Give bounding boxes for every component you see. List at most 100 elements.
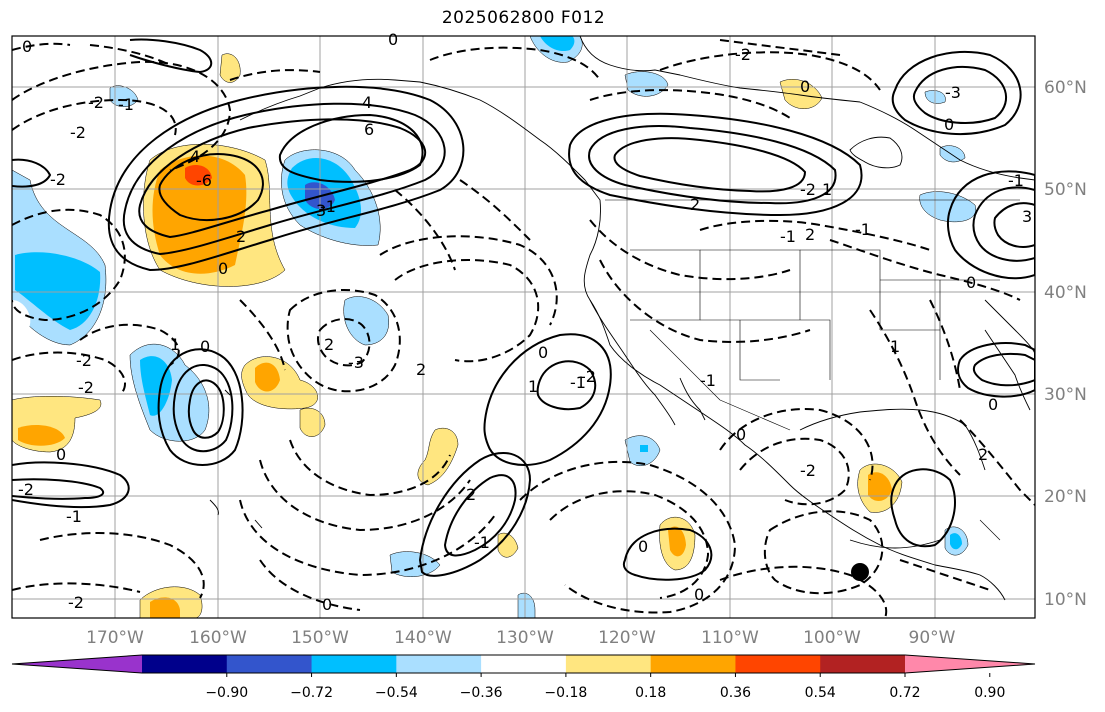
lat-label: 10°N xyxy=(1044,590,1087,610)
colorbar-bin xyxy=(311,655,397,673)
colorbar-outline xyxy=(11,654,1036,674)
contour-label: -2 xyxy=(88,93,104,112)
positive-anomaly-patch xyxy=(255,362,280,392)
longitude-labels: 170°W 160°W 150°W 140°W 130°W 120°W 110°… xyxy=(86,628,956,648)
lat-label: 60°N xyxy=(1044,78,1087,98)
contour-label: 0 xyxy=(218,259,228,278)
negative-anomaly-patch xyxy=(389,551,441,577)
colorbar-tick-label: 0.72 xyxy=(889,685,920,701)
colorbar-tick-label: 0.90 xyxy=(974,685,1005,701)
contour-label: -3 xyxy=(348,353,364,372)
negative-anomaly-patch xyxy=(624,71,669,97)
colorbar-extend-low xyxy=(12,655,142,673)
map-title: 2025062800 F012 xyxy=(441,8,606,28)
contour-label: -1 xyxy=(1008,171,1024,190)
positive-anomaly-patch xyxy=(868,472,892,502)
contours-positive xyxy=(12,38,1035,581)
contour-label: 1 xyxy=(890,337,900,356)
negative-anomaly-patch xyxy=(640,445,648,452)
contour-label: 3 xyxy=(1022,207,1032,226)
negative-anomaly-patch xyxy=(517,592,536,618)
negative-anomaly-patch xyxy=(939,145,966,163)
contour-label: 0 xyxy=(388,30,398,49)
colorbar-bin xyxy=(565,655,652,673)
contour-label: 0 xyxy=(638,537,648,556)
positive-anomaly-patch xyxy=(18,425,65,446)
contour-label: 4 xyxy=(190,147,200,166)
lon-label: 90°W xyxy=(909,628,956,648)
colorbar-bin xyxy=(650,655,736,673)
lon-label: 170°W xyxy=(86,628,144,648)
contour-label: -2 xyxy=(68,593,84,612)
lat-label: 50°N xyxy=(1044,180,1087,200)
contour-label: -6 xyxy=(196,171,212,190)
black-circle-marker xyxy=(851,563,869,581)
colorbar-tick-label: −0.72 xyxy=(290,685,333,701)
contour-label: -1 xyxy=(570,373,586,392)
contour-label: 0 xyxy=(538,343,548,362)
lon-label: 100°W xyxy=(803,628,861,648)
positive-anomaly-patch xyxy=(299,407,326,437)
negative-anomaly-patch xyxy=(919,191,976,223)
contour-label: 2 xyxy=(690,195,700,214)
colorbar-tick-label: −0.54 xyxy=(375,685,418,701)
colorbar: −0.90 −0.72 −0.54 −0.36 −0.18 0.18 0.36 0.54 0.7… xyxy=(11,654,1036,701)
colorbar-tick-label: −0.36 xyxy=(460,685,503,701)
positive-anomaly-patch xyxy=(241,356,318,410)
contour-label: 2 xyxy=(236,227,246,246)
contour-label: 0 xyxy=(322,595,332,614)
contour-label: -1 xyxy=(474,533,490,552)
negative-anomaly-patch xyxy=(140,356,172,416)
colorbar-bin xyxy=(735,655,821,673)
positive-anomaly-patch xyxy=(150,597,180,618)
positive-anomaly-patch xyxy=(185,165,212,186)
colorbar-bin xyxy=(226,655,313,673)
contour-label: -2 xyxy=(800,180,816,199)
positive-anomaly-patch xyxy=(219,53,241,83)
contour-label: -1 xyxy=(66,507,82,526)
contour-label: 3 xyxy=(316,201,326,220)
shaded-anomaly-fields xyxy=(12,36,976,618)
colorbar-bin xyxy=(481,655,567,673)
negative-anomaly-patch xyxy=(343,296,390,346)
colorbar-bin xyxy=(396,655,482,673)
colorbar-tick-label: 0.36 xyxy=(720,685,751,701)
contour-label: -2 xyxy=(70,123,86,142)
contour-label: 0 xyxy=(56,445,66,464)
lat-label: 30°N xyxy=(1044,385,1087,405)
lon-label: 140°W xyxy=(394,628,452,648)
map-frame xyxy=(11,35,1036,619)
contour-label: 0 xyxy=(800,77,810,96)
colorbar-bin xyxy=(820,655,906,673)
positive-anomaly-patch xyxy=(152,155,247,274)
contour-label: 0 xyxy=(736,425,746,444)
contour-label: 1 xyxy=(822,180,832,199)
lon-label: 120°W xyxy=(598,628,656,648)
lon-label: 130°W xyxy=(496,628,554,648)
negative-anomaly-patch xyxy=(15,252,101,330)
colorbar-tick-label: −0.18 xyxy=(544,685,587,701)
contour-label: 2 xyxy=(978,445,988,464)
contour-label: 0 xyxy=(22,37,32,56)
colorbar-bin xyxy=(142,655,228,673)
contour-label: -3 xyxy=(945,83,961,102)
contour-label: 2 xyxy=(416,360,426,379)
colorbar-tick-label: 0.18 xyxy=(635,685,666,701)
political-borders xyxy=(605,199,1020,541)
lon-label: 160°W xyxy=(189,628,247,648)
negative-anomaly-patch xyxy=(12,300,31,330)
contour-label: 0 xyxy=(200,337,210,356)
contour-label: 6 xyxy=(364,120,374,139)
lat-label: 40°N xyxy=(1044,283,1087,303)
contour-label: 0 xyxy=(988,395,998,414)
contour-label: 2 xyxy=(466,485,476,504)
contour-labels: 0 -2 -2 -1 4 6 4 -6 2 -2 0 -2 -1 0 -2 -2… xyxy=(18,30,1032,614)
negative-anomaly-patch xyxy=(540,36,575,52)
contours-negative xyxy=(12,39,1035,618)
colorbar-tick-label: −0.90 xyxy=(205,685,248,701)
contour-label: -1 xyxy=(780,227,796,246)
contour-label: 0 xyxy=(966,273,976,292)
negative-anomaly-patch xyxy=(950,533,962,550)
positive-anomaly-patch xyxy=(497,532,519,558)
